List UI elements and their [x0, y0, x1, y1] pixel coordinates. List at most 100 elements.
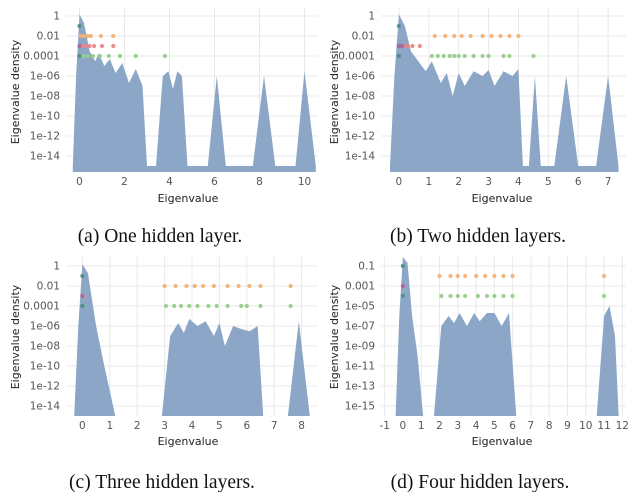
x-tick-label: 4: [515, 176, 522, 188]
y-tick-label: 1e-06: [30, 321, 61, 333]
y-tick-label: 1e-10: [30, 111, 60, 123]
orange-marker: [602, 273, 607, 279]
green-marker: [492, 293, 497, 299]
y-tick-label: 1e-12: [30, 131, 60, 143]
x-tick-label: -1: [379, 420, 389, 432]
x-tick-label: 4: [189, 420, 196, 432]
x-tick-label: 6: [575, 176, 582, 188]
x-tick-label: 5: [491, 420, 498, 432]
y-tick-label: 0.0001: [23, 51, 60, 63]
x-tick-label: 2: [134, 420, 141, 432]
y-tick-label: 1e-06: [30, 71, 61, 83]
orange-marker: [492, 273, 497, 279]
y-tick-label: 0.0001: [338, 51, 375, 63]
x-tick-label: 7: [528, 420, 535, 432]
orange-marker: [81, 33, 87, 39]
green-marker: [531, 53, 536, 59]
y-tick-label: 0.0001: [23, 301, 60, 313]
x-tick-label: 8: [546, 420, 553, 432]
green-marker: [90, 53, 96, 59]
y-tick-label: 1e-09: [345, 341, 375, 353]
x-tick-label: 0: [76, 176, 83, 188]
y-tick-label: 1: [53, 261, 60, 273]
orange-marker: [98, 33, 103, 39]
density-area: [390, 14, 619, 173]
green-marker: [447, 53, 452, 59]
x-tick-label: 1: [425, 176, 432, 188]
orange-marker: [452, 33, 457, 39]
y-tick-label: 1e-14: [345, 151, 376, 163]
panel-b-xlabel: Eigenvalue: [472, 192, 533, 205]
y-tick-label: 0.01: [37, 31, 60, 43]
red-marker: [87, 43, 92, 49]
orange-marker: [437, 273, 442, 279]
red-marker: [410, 43, 415, 49]
x-tick-label: 2: [455, 176, 462, 188]
green-marker: [244, 303, 249, 309]
orange-marker: [432, 33, 437, 39]
green-marker: [510, 293, 515, 299]
x-tick-label: 3: [454, 420, 461, 432]
y-tick-label: 1e-08: [30, 341, 60, 353]
green-marker: [117, 53, 123, 59]
orange-marker: [448, 273, 453, 279]
orange-marker: [162, 283, 167, 289]
green-marker: [429, 53, 434, 59]
orange-marker: [474, 273, 479, 279]
orange-marker: [463, 273, 468, 279]
orange-marker: [258, 283, 263, 289]
plot-d: 0.1 0.001 1e-05 1e-07 1e-09 1e-11 1e-13 1e-15 -1…: [345, 257, 629, 432]
y-tick-label: 1e-08: [345, 91, 375, 103]
x-tick-label: 2: [121, 176, 128, 188]
density-area: [395, 257, 619, 416]
x-tick-label: 2: [436, 420, 443, 432]
panel-b: 1 0.01 0.0001 1e-06 1e-08 1e-10 1e-12 1e-14 0 1 2 3…: [328, 7, 626, 247]
green-marker: [85, 53, 90, 59]
y-tick-label: 1e-14: [30, 401, 61, 413]
x-tick-label: 0: [79, 420, 86, 432]
green-marker: [448, 293, 453, 299]
panel-b-caption: (b) Two hidden layers.: [390, 226, 566, 247]
x-tick-label: 3: [161, 420, 168, 432]
teal-marker: [77, 23, 82, 29]
x-tick-label: 3: [485, 176, 492, 188]
green-marker: [106, 53, 111, 59]
orange-marker: [78, 33, 83, 39]
panel-b-ylabel: Eigenvalue density: [328, 39, 341, 144]
plot-a: 1 0.01 0.0001 1e-06 1e-08 1e-10 1e-12 1e-14 0 2 4 6…: [23, 7, 318, 188]
teal-marker: [77, 53, 82, 59]
x-tick-label: 8: [256, 176, 263, 188]
green-marker: [455, 293, 460, 299]
green-marker: [475, 293, 480, 299]
x-tick-label: 9: [564, 420, 571, 432]
teal-marker: [80, 273, 85, 279]
purple-marker: [396, 43, 401, 49]
green-marker: [187, 303, 192, 309]
orange-marker: [510, 273, 515, 279]
purple-marker: [399, 43, 404, 49]
x-tick-label: 1: [418, 420, 425, 432]
x-tick-label: 6: [509, 420, 516, 432]
plot-c: 1 0.01 0.0001 1e-06 1e-08 1e-10 1e-12 1e-14 0 1 2 3…: [23, 257, 318, 432]
orange-marker: [455, 273, 460, 279]
density-area: [74, 264, 310, 416]
panel-d-ylabel: Eigenvalue density: [328, 284, 341, 389]
y-tick-label: 1: [368, 11, 375, 23]
teal-marker: [400, 263, 405, 269]
green-marker: [501, 293, 506, 299]
orange-marker: [507, 33, 512, 39]
y-tick-label: 1e-10: [345, 111, 375, 123]
orange-marker: [111, 33, 116, 39]
green-marker: [172, 303, 177, 309]
panel-a-caption: (a) One hidden layer.: [78, 226, 243, 247]
green-marker: [507, 53, 512, 59]
green-marker: [225, 303, 230, 309]
x-tick-label: 0: [396, 176, 403, 188]
plot-b: 1 0.01 0.0001 1e-06 1e-08 1e-10 1e-12 1e-14 0 1 2 3…: [338, 7, 626, 188]
red-marker: [405, 43, 410, 49]
purple-marker: [80, 293, 85, 299]
green-marker: [441, 53, 446, 59]
x-tick-label: 10: [579, 420, 592, 432]
red-marker: [111, 43, 116, 49]
